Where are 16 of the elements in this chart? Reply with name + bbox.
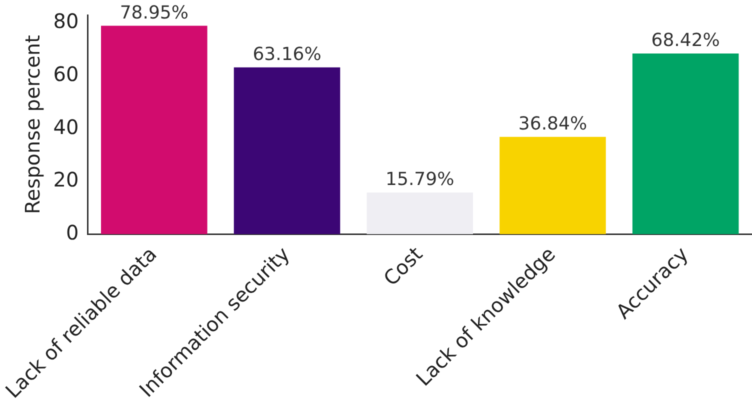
y-tick-label: 0 [66,220,79,244]
data-label: 63.16% [252,44,322,66]
y-axis-title: Response percent [20,34,44,214]
bar [500,136,606,234]
y-tick-label: 40 [53,114,79,139]
data-label: 36.84% [518,114,588,135]
y-tick-label: 20 [53,168,79,192]
data-label: 68.42% [651,30,720,52]
bar [101,26,208,234]
y-tick-label: 60 [53,62,79,86]
bar [366,192,474,234]
data-label: 78.95% [120,2,188,24]
bar [234,67,340,234]
bar [632,54,739,234]
y-tick-label: 80 [53,9,79,34]
data-label: 15.79% [386,169,454,190]
